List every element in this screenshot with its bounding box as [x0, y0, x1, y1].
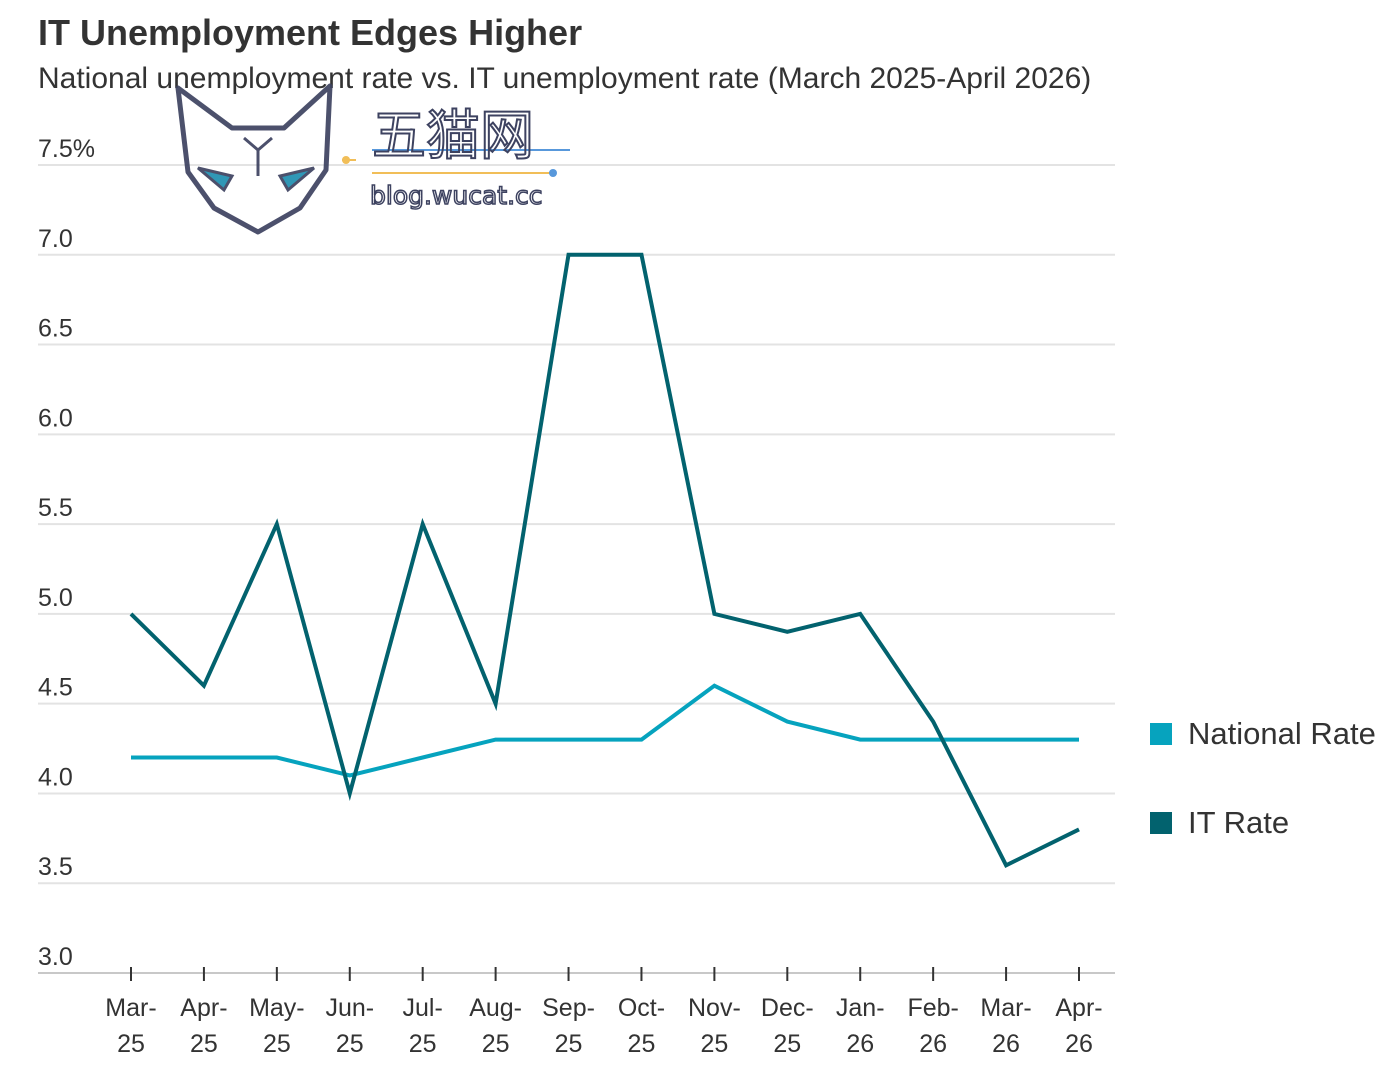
x-tick-label: Jun-25 — [325, 994, 374, 1058]
y-tick-label: 3.5 — [38, 853, 73, 881]
y-tick-label: 3.0 — [38, 943, 73, 971]
x-tick-label: Mar-25 — [105, 994, 156, 1058]
x-axis: Mar-25 Apr-25 May-25 Jun-25 Jul-25 Aug-25 Sep-… — [105, 967, 1103, 1058]
y-tick-label: 4.0 — [38, 763, 73, 791]
y-axis-ticks: 3.0 3.5 4.0 4.5 5.0 5.5 6.0 6.5 7.0 7.5% — [38, 135, 95, 971]
series-lines — [129, 252, 1080, 868]
legend-label-national-rate: National Rate — [1188, 716, 1376, 751]
y-tick-label: 4.5 — [38, 674, 73, 702]
gridlines — [38, 164, 1115, 974]
x-tick-label: Jan-26 — [836, 994, 885, 1058]
legend: National Rate IT Rate — [1150, 716, 1376, 840]
x-tick-label: Dec-25 — [761, 994, 814, 1058]
watermark-logo — [175, 83, 570, 235]
legend-label-it-rate: IT Rate — [1188, 805, 1289, 840]
x-tick-label: Nov-25 — [688, 994, 741, 1058]
legend-swatch-it-rate — [1150, 812, 1172, 834]
chart-subtitle: National unemployment rate vs. IT unempl… — [38, 62, 1092, 95]
watermark-url: blog.wucat.cc — [370, 181, 543, 210]
x-tick-label: Mar-26 — [980, 994, 1031, 1058]
y-tick-label: 7.5% — [38, 135, 95, 163]
x-tick-label: May-25 — [249, 994, 305, 1058]
chart-title: IT Unemployment Edges Higher — [38, 12, 583, 53]
legend-swatch-national-rate — [1150, 723, 1172, 745]
x-tick-label: Apr-26 — [1055, 994, 1102, 1058]
x-tick-label: Sep-25 — [542, 994, 595, 1058]
watermark-name: 五猫网 — [372, 104, 534, 167]
series-line-national-rate — [131, 683, 1079, 778]
x-tick-label: Oct-25 — [618, 994, 665, 1058]
y-tick-label: 6.5 — [38, 315, 73, 343]
x-tick-label: Apr-25 — [180, 994, 227, 1058]
x-tick-label: Feb-26 — [907, 994, 958, 1058]
x-tick-label: Jul-25 — [403, 994, 443, 1058]
cat-head-icon — [175, 83, 333, 235]
y-tick-label: 6.0 — [38, 404, 73, 432]
series-line-it-rate — [129, 252, 1080, 868]
y-tick-label: 5.5 — [38, 494, 73, 522]
y-tick-label: 7.0 — [38, 225, 73, 253]
x-tick-label: Aug-25 — [469, 994, 522, 1058]
y-tick-label: 5.0 — [38, 584, 73, 612]
